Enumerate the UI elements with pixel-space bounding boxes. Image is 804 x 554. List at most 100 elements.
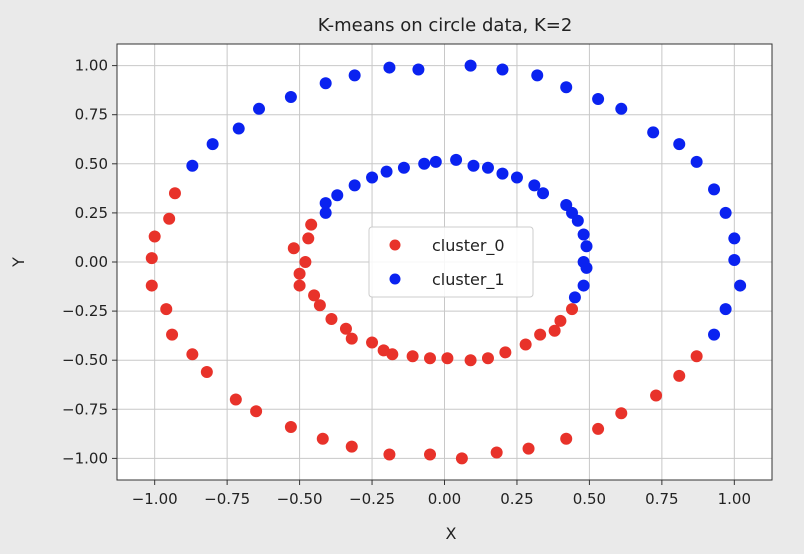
y-tick-label: −0.50: [62, 351, 108, 369]
point-cluster-0: [229, 393, 242, 406]
point-cluster-0: [592, 422, 605, 435]
chart-title: K-means on circle data, K=2: [318, 15, 573, 36]
legend-marker-cluster-0: [389, 239, 401, 251]
point-cluster-0: [316, 432, 329, 445]
x-tick-label: 0.75: [645, 490, 678, 508]
point-cluster-0: [293, 279, 306, 292]
point-cluster-1: [429, 155, 442, 168]
y-tick-label: 0.25: [75, 204, 108, 222]
point-cluster-0: [424, 352, 437, 365]
point-cluster-1: [568, 291, 581, 304]
point-cluster-1: [383, 61, 396, 74]
point-cluster-1: [728, 232, 741, 245]
y-tick-label: −0.25: [62, 302, 108, 320]
point-cluster-0: [302, 232, 315, 245]
point-cluster-1: [319, 206, 332, 219]
point-cluster-0: [148, 230, 161, 243]
point-cluster-0: [673, 369, 686, 382]
point-cluster-1: [319, 77, 332, 90]
point-cluster-1: [418, 157, 431, 170]
point-cluster-1: [481, 161, 494, 174]
x-tick-label: 0.50: [573, 490, 606, 508]
point-cluster-0: [455, 452, 468, 465]
point-cluster-0: [464, 354, 477, 367]
point-cluster-1: [284, 91, 297, 104]
point-cluster-0: [287, 242, 300, 255]
y-tick-label: 0.00: [75, 253, 108, 271]
y-tick-label: −0.75: [62, 400, 108, 418]
point-cluster-0: [186, 348, 199, 361]
y-tick-label: 1.00: [75, 57, 108, 75]
data-points: [145, 59, 747, 465]
point-cluster-0: [386, 348, 399, 361]
point-cluster-1: [397, 161, 410, 174]
point-cluster-0: [499, 346, 512, 359]
point-cluster-1: [467, 159, 480, 172]
point-cluster-1: [348, 179, 361, 192]
point-cluster-0: [566, 303, 579, 316]
point-cluster-0: [308, 289, 321, 302]
point-cluster-0: [345, 332, 358, 345]
point-cluster-0: [168, 187, 181, 200]
point-cluster-0: [366, 336, 379, 349]
point-cluster-0: [424, 448, 437, 461]
point-cluster-1: [708, 183, 721, 196]
point-cluster-0: [166, 328, 179, 341]
point-cluster-1: [206, 138, 219, 151]
point-cluster-1: [496, 63, 509, 76]
legend-marker-cluster-1: [389, 273, 401, 285]
point-cluster-0: [383, 448, 396, 461]
point-cluster-1: [719, 206, 732, 219]
point-cluster-1: [728, 254, 741, 267]
point-cluster-0: [690, 350, 703, 363]
point-cluster-1: [537, 187, 550, 200]
legend-label-cluster-1: cluster_1: [432, 270, 505, 290]
y-tick-label: −1.00: [62, 449, 108, 467]
point-cluster-1: [510, 171, 523, 184]
x-tick-label: 0.25: [500, 490, 533, 508]
point-cluster-0: [284, 420, 297, 433]
point-cluster-1: [412, 63, 425, 76]
point-cluster-1: [577, 279, 590, 292]
point-cluster-1: [615, 102, 628, 115]
point-cluster-1: [366, 171, 379, 184]
x-tick-label: −0.25: [349, 490, 395, 508]
point-cluster-1: [464, 59, 477, 72]
point-cluster-0: [145, 279, 158, 292]
x-tick-label: 0.00: [428, 490, 461, 508]
legend: cluster_0 cluster_1: [368, 226, 534, 298]
point-cluster-0: [441, 352, 454, 365]
point-cluster-1: [496, 167, 509, 180]
point-cluster-1: [690, 155, 703, 168]
y-axis-label: Y: [9, 257, 28, 268]
point-cluster-1: [580, 261, 593, 274]
point-cluster-1: [331, 189, 344, 202]
point-cluster-0: [560, 432, 573, 445]
x-tick-label: −1.00: [132, 490, 178, 508]
y-tick-label: 0.50: [75, 155, 108, 173]
point-cluster-1: [571, 214, 584, 227]
point-cluster-0: [200, 365, 213, 378]
point-cluster-0: [250, 405, 263, 418]
point-cluster-1: [560, 81, 573, 94]
point-cluster-1: [577, 228, 590, 241]
point-cluster-0: [522, 442, 535, 455]
point-cluster-1: [531, 69, 544, 82]
point-cluster-0: [554, 314, 567, 327]
point-cluster-1: [528, 179, 541, 192]
point-cluster-0: [163, 212, 176, 225]
legend-label-cluster-0: cluster_0: [432, 236, 505, 256]
point-cluster-0: [305, 218, 318, 231]
point-cluster-0: [145, 252, 158, 265]
point-cluster-0: [650, 389, 663, 402]
point-cluster-1: [253, 102, 266, 115]
x-tick-label: −0.50: [277, 490, 323, 508]
point-cluster-0: [406, 350, 419, 363]
point-cluster-1: [734, 279, 747, 292]
point-cluster-1: [348, 69, 361, 82]
point-cluster-1: [186, 159, 199, 172]
point-cluster-0: [293, 267, 306, 280]
point-cluster-1: [592, 92, 605, 105]
x-axis-label: X: [446, 524, 457, 543]
y-tick-label: 0.75: [75, 106, 108, 124]
